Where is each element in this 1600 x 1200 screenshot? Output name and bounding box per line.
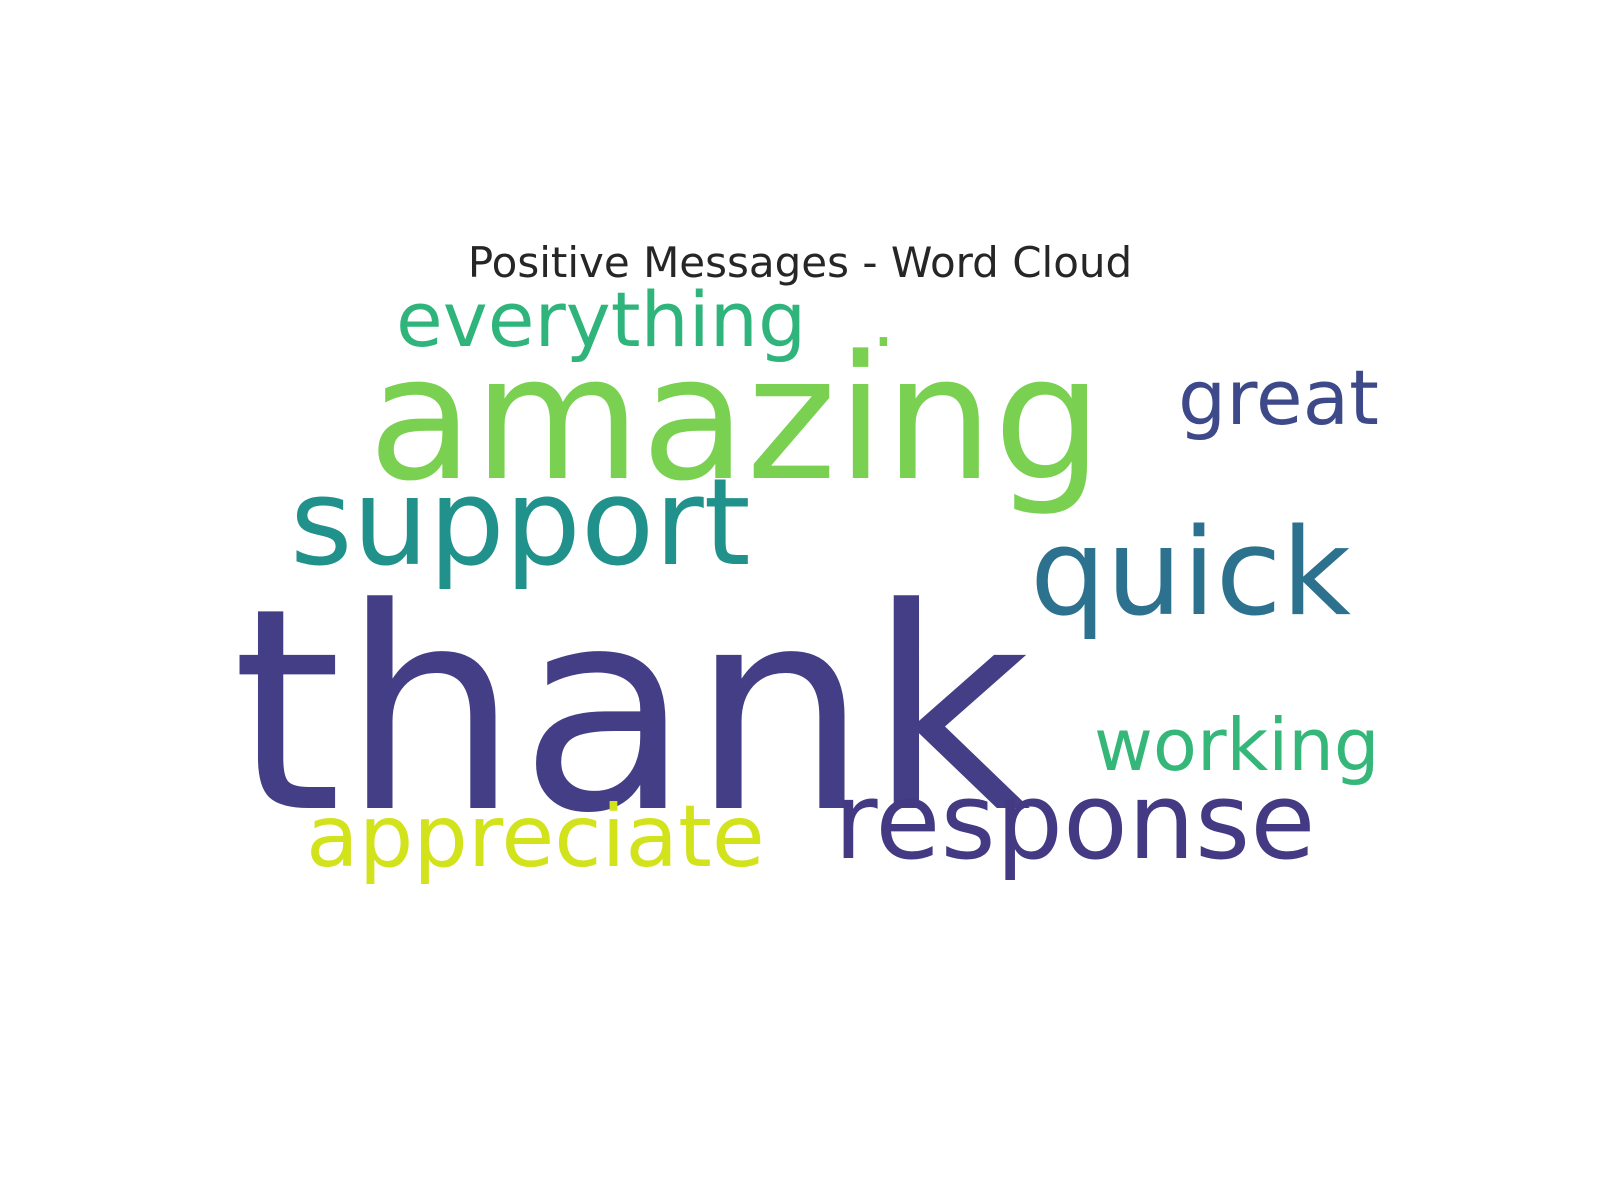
word-everything: everything [396, 275, 806, 364]
word-thank: thank [232, 549, 1030, 875]
word-great: great [1178, 353, 1379, 442]
word-working: working [1094, 703, 1380, 787]
word-quick: quick [1030, 504, 1352, 643]
chart-title: Positive Messages - Word Cloud [467, 238, 1133, 287]
word-period: . [872, 279, 895, 363]
word-support: support [290, 454, 751, 593]
word-appreciate: appreciate [306, 787, 765, 887]
word-response: response [834, 760, 1315, 883]
word-amazing: amazing [368, 318, 1103, 519]
